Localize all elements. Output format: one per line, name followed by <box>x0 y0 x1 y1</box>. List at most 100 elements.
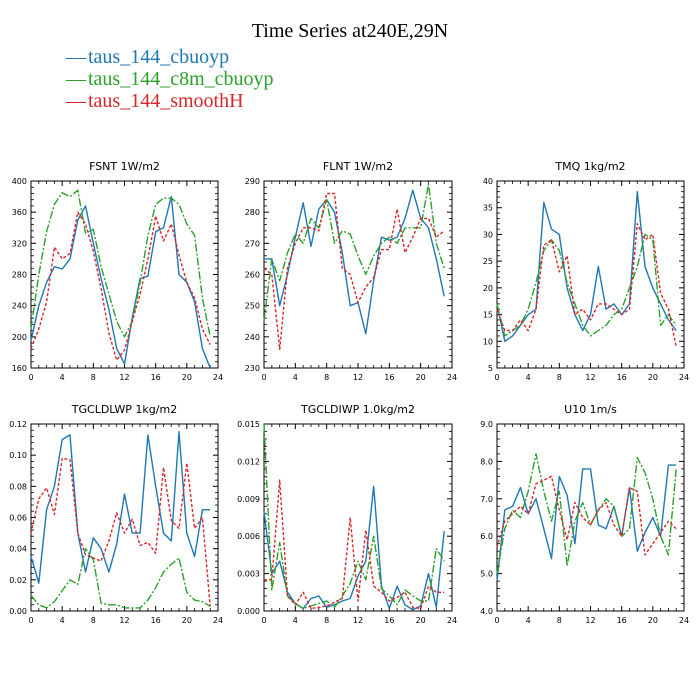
legend-label: taus_144_smoothH <box>88 90 244 112</box>
y-tick-label: 250 <box>245 302 260 311</box>
series-line-3 <box>30 211 211 361</box>
x-tick-label: 16 <box>151 616 161 625</box>
y-tick-label: 260 <box>245 271 260 280</box>
series-line-3 <box>30 457 211 607</box>
y-tick-label: 7.0 <box>480 495 493 504</box>
series-line-1 <box>496 464 677 582</box>
x-tick-label: 0 <box>494 616 499 625</box>
y-tick-label: 0.000 <box>237 607 260 616</box>
y-tick-label: 0.04 <box>9 545 27 554</box>
legend-label: taus_144_cbuoyp <box>88 46 230 68</box>
y-tick-label: 6.0 <box>480 532 493 541</box>
x-tick-label: 12 <box>353 373 363 382</box>
x-tick-label: 20 <box>416 616 426 625</box>
y-tick-label: 0.12 <box>9 420 27 429</box>
y-tick-label: 20 <box>483 284 493 293</box>
panel-title: FSNT 1W/m2 <box>89 160 160 173</box>
y-tick-label: 270 <box>245 239 260 248</box>
legend-line-icon: — <box>66 90 86 112</box>
series-line-1 <box>30 195 211 369</box>
legend-item-c8m-cbuoyp: — taus_144_c8m_cbuoyp <box>66 68 274 90</box>
y-tick-label: 240 <box>12 302 27 311</box>
y-tick-label: 8.0 <box>480 457 493 466</box>
series-line-1 <box>264 189 445 335</box>
y-tick-label: 230 <box>245 364 260 373</box>
y-tick-label: 10 <box>483 337 493 346</box>
x-tick-label: 8 <box>557 616 562 625</box>
x-tick-label: 4 <box>526 373 531 382</box>
y-tick-label: 280 <box>12 271 27 280</box>
x-tick-label: 24 <box>213 373 223 382</box>
series-line-1 <box>30 431 211 584</box>
x-tick-label: 16 <box>384 616 394 625</box>
series-line-3 <box>496 222 677 347</box>
y-tick-label: 280 <box>245 208 260 217</box>
y-tick-label: 0.009 <box>237 495 260 504</box>
plot-frame <box>263 180 453 369</box>
x-tick-label: 4 <box>526 616 531 625</box>
x-tick-label: 0 <box>494 373 499 382</box>
x-tick-label: 20 <box>416 373 426 382</box>
y-tick-label: 200 <box>12 333 27 342</box>
legend-label: taus_144_c8m_cbuoyp <box>88 68 274 90</box>
x-tick-label: 24 <box>679 616 689 625</box>
y-tick-label: 35 <box>483 204 493 213</box>
y-tick-label: 0.00 <box>9 607 27 616</box>
x-tick-label: 4 <box>60 616 65 625</box>
x-tick-label: 12 <box>585 616 595 625</box>
y-tick-label: 40 <box>483 177 493 186</box>
panel-title: U10 1m/s <box>564 403 617 416</box>
x-tick-label: 12 <box>353 616 363 625</box>
legend-line-icon: — <box>66 68 86 90</box>
x-tick-label: 24 <box>447 616 457 625</box>
series-line-1 <box>263 485 445 611</box>
y-tick-label: 0.012 <box>237 457 260 466</box>
series-line-1 <box>496 190 677 342</box>
x-tick-label: 8 <box>91 616 96 625</box>
y-tick-label: 160 <box>12 364 27 373</box>
y-tick-label: 240 <box>245 333 260 342</box>
plot-frame <box>263 423 453 612</box>
plot-frame <box>30 423 219 612</box>
x-tick-label: 0 <box>28 616 33 625</box>
x-tick-label: 24 <box>213 616 223 625</box>
legend-line-icon: — <box>66 46 86 68</box>
x-tick-label: 16 <box>617 616 627 625</box>
y-tick-label: 0.10 <box>9 451 27 460</box>
x-tick-label: 24 <box>447 373 457 382</box>
y-tick-label: 360 <box>12 208 27 217</box>
y-tick-label: 0.006 <box>237 532 260 541</box>
x-tick-label: 20 <box>182 373 192 382</box>
series-line-2 <box>263 183 445 322</box>
x-tick-label: 20 <box>648 616 658 625</box>
x-tick-label: 4 <box>293 373 298 382</box>
x-tick-label: 0 <box>261 373 266 382</box>
y-tick-label: 0.08 <box>9 482 27 491</box>
y-tick-label: 0.015 <box>237 420 260 429</box>
x-tick-label: 4 <box>60 373 65 382</box>
x-tick-label: 16 <box>617 373 627 382</box>
series-line-2 <box>30 548 211 609</box>
x-tick-label: 20 <box>648 373 658 382</box>
x-tick-label: 20 <box>182 616 192 625</box>
y-tick-label: 5 <box>488 364 493 373</box>
series-line-2 <box>30 189 211 338</box>
y-tick-label: 0.06 <box>9 514 27 523</box>
x-tick-label: 12 <box>119 616 129 625</box>
y-tick-label: 15 <box>483 311 493 320</box>
series-line-3 <box>263 192 445 350</box>
x-tick-label: 8 <box>91 373 96 382</box>
series-line-3 <box>264 479 445 610</box>
panel-title: TMQ 1kg/m2 <box>554 160 625 173</box>
series-line-3 <box>496 475 677 556</box>
x-tick-label: 16 <box>151 373 161 382</box>
plot-frame <box>496 423 685 612</box>
y-tick-label: 400 <box>12 177 27 186</box>
x-tick-label: 12 <box>585 373 595 382</box>
legend-item-smoothh: — taus_144_smoothH <box>66 90 244 112</box>
series-line-2 <box>263 423 445 610</box>
series-line-2 <box>496 233 677 337</box>
x-tick-label: 4 <box>293 616 298 625</box>
y-tick-label: 320 <box>12 239 27 248</box>
